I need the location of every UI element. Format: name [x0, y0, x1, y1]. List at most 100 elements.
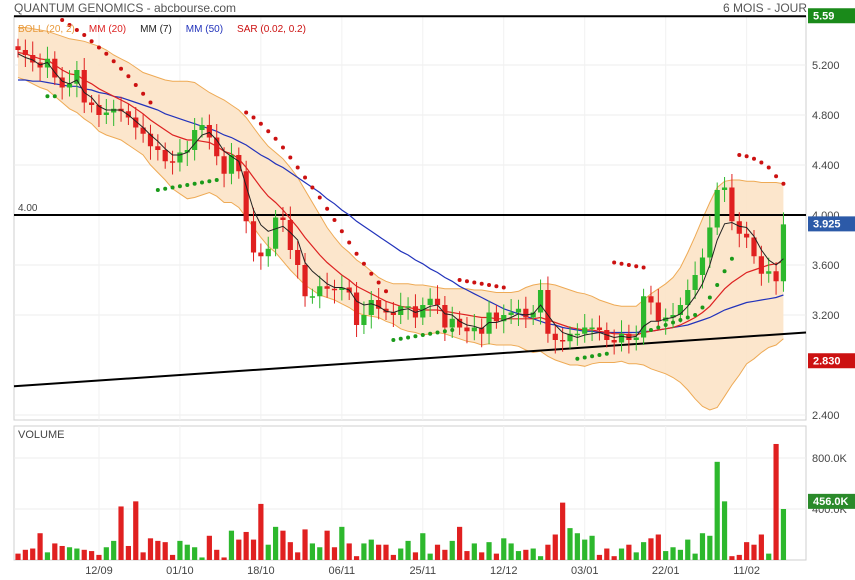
candle-body	[214, 137, 220, 157]
candle-body	[574, 333, 580, 336]
support-level-tag-bg	[808, 353, 855, 369]
candle	[537, 279, 544, 325]
sar-dot	[325, 206, 330, 211]
candle-body	[30, 55, 36, 63]
bollinger-lower-line	[17, 77, 784, 411]
candle-body	[52, 58, 58, 78]
sar-dot	[177, 184, 182, 189]
candle	[59, 67, 65, 100]
sar-dot	[74, 28, 79, 32]
volume-bar	[464, 551, 470, 560]
volume-bar	[582, 539, 588, 560]
volume-bar	[442, 549, 448, 560]
candle-body	[618, 333, 625, 343]
volume-bar	[295, 552, 301, 560]
sar-dot	[442, 329, 447, 334]
candle	[199, 117, 205, 138]
sar-dot	[656, 325, 661, 330]
candle	[353, 282, 360, 337]
x-tick-label: 12/09	[85, 565, 113, 577]
volume-bar	[486, 542, 492, 560]
candle-body	[677, 305, 683, 315]
sar-dot	[781, 181, 786, 186]
candle	[258, 243, 264, 270]
last-volume-tag-bg	[808, 493, 855, 509]
legend-entry: MM (50)	[186, 24, 223, 35]
legend-entry: MM (20)	[89, 24, 126, 35]
sar-dot	[774, 174, 779, 179]
candle	[626, 324, 632, 354]
candle-body	[457, 318, 463, 328]
volume-bar	[206, 535, 212, 560]
volume-bar	[545, 544, 551, 560]
volume-bar	[618, 548, 625, 560]
volume-bar	[692, 553, 698, 560]
sar-dot	[96, 45, 101, 50]
candle-body	[155, 146, 161, 150]
sar-dot	[722, 269, 727, 274]
volume-bar	[199, 557, 205, 560]
volume-bar	[626, 544, 632, 560]
candle	[192, 118, 198, 161]
candle-body	[287, 220, 293, 250]
candle	[449, 306, 455, 338]
candle	[766, 257, 772, 283]
sar-dot	[435, 330, 440, 335]
legend-entry: SAR (0.02, 0.2)	[237, 24, 306, 35]
volume-bar	[655, 534, 661, 560]
volume-bar	[530, 548, 536, 560]
sar-dot	[663, 323, 668, 327]
candle	[309, 288, 315, 304]
candle-body	[236, 155, 242, 172]
sar-dot	[487, 283, 492, 287]
sar-dot	[693, 313, 698, 317]
candle-body	[22, 50, 28, 55]
candle	[420, 297, 426, 325]
candle	[155, 134, 161, 161]
volume-bar	[611, 556, 617, 560]
price-tick-label: 5.200	[812, 60, 840, 72]
candle-body	[405, 306, 411, 308]
volume-bar	[309, 543, 315, 560]
x-tick-label: 11/02	[733, 565, 760, 577]
last-price-tag: 3.925	[813, 218, 841, 230]
candle-body	[641, 296, 647, 338]
sar-dot	[582, 355, 587, 360]
volume-bar	[574, 533, 580, 560]
candle-body	[685, 290, 691, 305]
candle-body	[368, 300, 374, 315]
sar-dot	[729, 256, 734, 261]
volume-bar	[685, 539, 691, 560]
candle	[721, 177, 728, 202]
sar-dot	[200, 180, 204, 185]
candle-body	[699, 257, 706, 275]
candle-body	[560, 340, 566, 342]
volume-bar	[243, 531, 249, 560]
volume-bar	[236, 539, 242, 560]
volume-bar	[258, 503, 264, 560]
candle-body	[758, 256, 764, 274]
candle	[501, 304, 507, 334]
price-tick-label: 3.200	[812, 310, 840, 322]
volume-bar	[162, 542, 168, 560]
candle-body	[751, 237, 757, 257]
candle-body	[184, 150, 190, 153]
bollinger-upper-line	[18, 27, 784, 307]
sar-dot	[501, 285, 506, 290]
sar-dot	[192, 181, 197, 186]
candle-body	[420, 305, 426, 318]
sar-dot	[339, 229, 344, 234]
candle-body	[15, 46, 21, 50]
sar-dot	[472, 280, 477, 285]
sar-dot	[133, 83, 138, 87]
candle	[184, 141, 190, 166]
volume-bar	[449, 540, 455, 560]
mm7-line	[17, 53, 784, 339]
candle	[15, 38, 21, 58]
volume-bar	[744, 542, 750, 560]
candle	[567, 326, 573, 349]
x-tick-label: 18/10	[247, 565, 275, 577]
volume-bar	[427, 553, 433, 560]
volume-bar	[707, 535, 713, 560]
sar-dot	[119, 66, 124, 71]
